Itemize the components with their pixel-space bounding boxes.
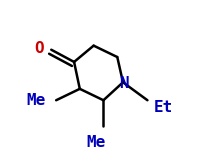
Text: Me: Me	[86, 135, 106, 150]
Text: Et: Et	[153, 100, 173, 115]
Text: N: N	[119, 76, 128, 91]
Text: O: O	[34, 41, 44, 56]
Text: Me: Me	[26, 93, 45, 108]
